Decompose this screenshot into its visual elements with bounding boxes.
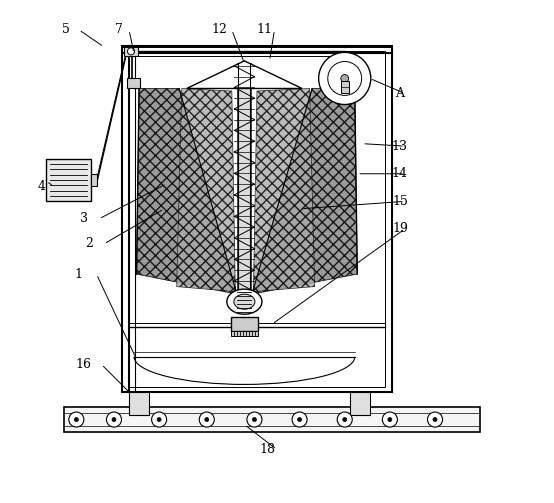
Text: 19: 19 (392, 222, 408, 235)
Text: 7: 7 (115, 23, 123, 36)
Circle shape (343, 417, 347, 422)
Polygon shape (136, 89, 237, 294)
Circle shape (428, 412, 443, 427)
Text: A: A (396, 87, 404, 100)
Text: 13: 13 (392, 140, 408, 153)
Text: 1: 1 (75, 268, 83, 281)
Ellipse shape (227, 289, 262, 314)
Polygon shape (177, 89, 235, 292)
Text: 14: 14 (392, 167, 408, 180)
Text: 11: 11 (257, 23, 273, 36)
Bar (129, 51, 385, 387)
Bar (124, 47, 138, 56)
Bar (230, 331, 258, 337)
Text: 4: 4 (37, 180, 45, 193)
Text: 15: 15 (392, 195, 408, 208)
Circle shape (433, 417, 437, 422)
Polygon shape (187, 61, 302, 89)
Circle shape (388, 417, 392, 422)
Bar (64, 407, 480, 432)
Polygon shape (253, 89, 315, 292)
Circle shape (337, 412, 352, 427)
Circle shape (199, 412, 214, 427)
Circle shape (382, 412, 397, 427)
Text: 5: 5 (63, 23, 70, 36)
Ellipse shape (234, 294, 255, 309)
Bar (121, 46, 392, 392)
Bar (127, 78, 140, 89)
Text: 18: 18 (259, 443, 275, 456)
Polygon shape (252, 89, 357, 294)
Bar (341, 81, 348, 94)
Circle shape (292, 412, 307, 427)
Circle shape (253, 417, 257, 422)
Text: 12: 12 (212, 23, 227, 36)
Circle shape (328, 61, 362, 96)
Circle shape (319, 52, 371, 105)
Circle shape (247, 412, 262, 427)
Circle shape (205, 417, 209, 422)
Bar (350, 392, 370, 414)
Text: 16: 16 (76, 358, 92, 371)
Bar (230, 317, 258, 331)
Text: 2: 2 (85, 237, 93, 250)
Circle shape (127, 48, 135, 55)
Text: 3: 3 (80, 212, 88, 225)
Bar (129, 392, 149, 414)
Bar (237, 63, 252, 297)
Circle shape (341, 74, 348, 82)
Circle shape (152, 412, 167, 427)
Bar (91, 174, 98, 187)
Circle shape (106, 412, 121, 427)
Circle shape (297, 417, 301, 422)
Bar (46, 159, 91, 201)
Circle shape (112, 417, 116, 422)
Circle shape (69, 412, 84, 427)
Circle shape (157, 417, 161, 422)
Circle shape (74, 417, 78, 422)
